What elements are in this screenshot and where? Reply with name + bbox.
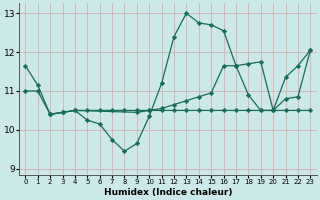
X-axis label: Humidex (Indice chaleur): Humidex (Indice chaleur)	[104, 188, 232, 197]
